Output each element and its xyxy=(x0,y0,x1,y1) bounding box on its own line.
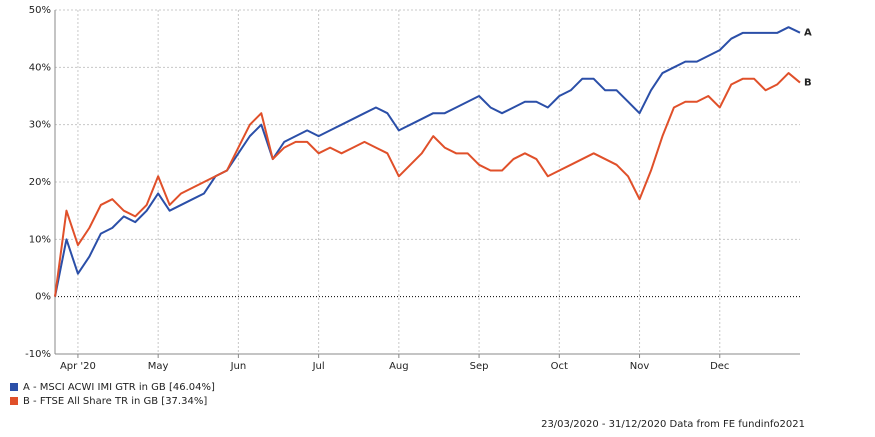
x-tick-label: Oct xyxy=(551,361,568,372)
footer: 23/03/2020 - 31/12/2020 Data from FE fun… xyxy=(541,419,805,430)
y-tick-label: 50% xyxy=(29,5,51,16)
x-tick-label: Apr '20 xyxy=(60,361,96,372)
x-tick-label: Aug xyxy=(389,361,409,372)
legend-swatch xyxy=(10,383,18,391)
y-tick-label: 0% xyxy=(35,292,51,303)
x-tick-label: Sep xyxy=(470,361,489,372)
x-tick-label: Nov xyxy=(630,361,650,372)
y-tick-label: 40% xyxy=(29,62,51,73)
y-tick-label: -10% xyxy=(25,349,51,360)
y-tick-label: 20% xyxy=(29,177,51,188)
legend-label: A - MSCI ACWI IMI GTR in GB [46.04%] xyxy=(23,382,215,393)
legend-swatch xyxy=(10,397,18,405)
series-line xyxy=(54,72,801,297)
x-tick-label: Jul xyxy=(312,361,325,372)
end-label: A xyxy=(804,28,812,39)
x-tick-label: Jun xyxy=(230,361,247,372)
x-tick-label: May xyxy=(148,361,169,372)
y-tick-label: 10% xyxy=(29,234,51,245)
series-line xyxy=(54,26,801,297)
x-tick-label: Dec xyxy=(710,361,729,372)
y-tick-label: 30% xyxy=(29,120,51,131)
legend-label: B - FTSE All Share TR in GB [37.34%] xyxy=(23,396,207,407)
end-label: B xyxy=(804,78,812,89)
